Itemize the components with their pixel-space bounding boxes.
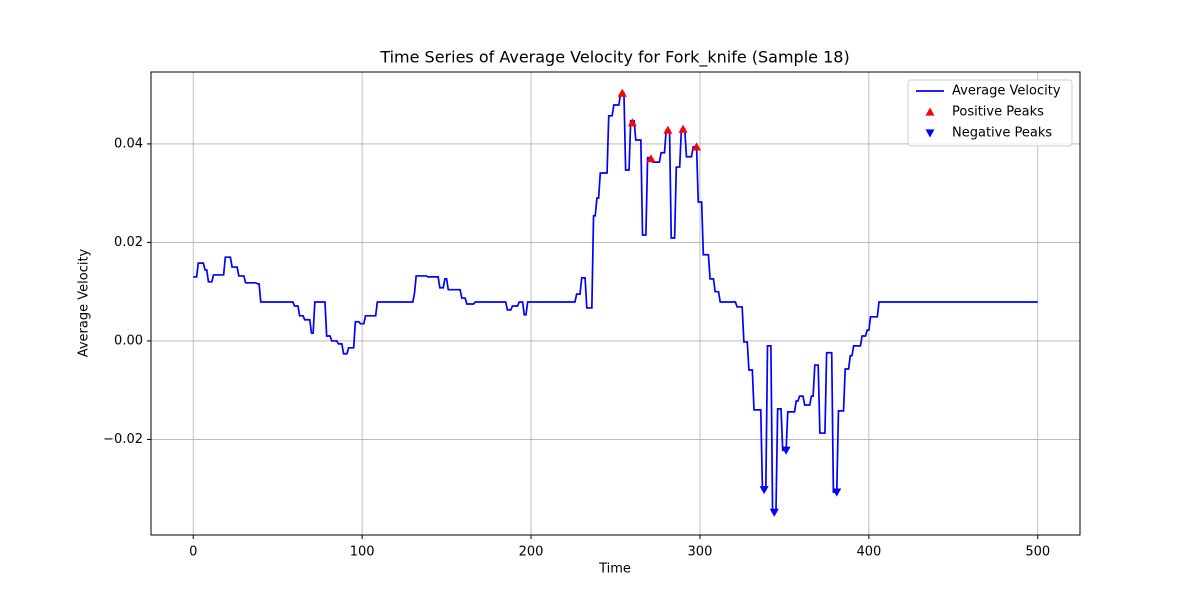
x-tick-label: 400 bbox=[856, 545, 881, 560]
line bbox=[193, 92, 1038, 513]
y-axis-label: Average Velocity bbox=[77, 248, 92, 357]
x-tick-label: 100 bbox=[350, 545, 375, 560]
peak-marker bbox=[832, 488, 842, 497]
chart-title: Time Series of Average Velocity for Fork… bbox=[379, 48, 849, 68]
x-tick-label: 500 bbox=[1025, 545, 1050, 560]
y-tick-label: 0.04 bbox=[114, 136, 143, 151]
legend-label: Negative Peaks bbox=[952, 126, 1052, 141]
x-tick-label: 0 bbox=[189, 545, 197, 560]
legend-label: Average Velocity bbox=[952, 84, 1061, 99]
peak-marker bbox=[617, 88, 627, 97]
plot-frame bbox=[150, 71, 1081, 536]
legend-swatch bbox=[925, 129, 935, 138]
x-axis-label: Time bbox=[598, 562, 631, 577]
y-tick-label: −0.02 bbox=[103, 432, 143, 447]
y-tick-label: 0.00 bbox=[114, 333, 143, 348]
x-tick-label: 300 bbox=[688, 545, 713, 560]
peak-marker bbox=[769, 508, 779, 517]
legend-label: Positive Peaks bbox=[952, 105, 1044, 120]
peak-marker bbox=[678, 124, 688, 133]
peak-marker bbox=[663, 125, 673, 134]
peak-marker bbox=[692, 142, 702, 151]
peak-marker bbox=[781, 446, 791, 455]
peak-marker bbox=[646, 154, 656, 163]
peak-marker bbox=[759, 486, 769, 495]
y-tick-label: 0.02 bbox=[114, 235, 143, 250]
peak-marker bbox=[627, 118, 637, 127]
legend-box bbox=[907, 79, 1073, 147]
legend-swatch bbox=[925, 107, 935, 116]
x-tick-label: 200 bbox=[519, 545, 544, 560]
